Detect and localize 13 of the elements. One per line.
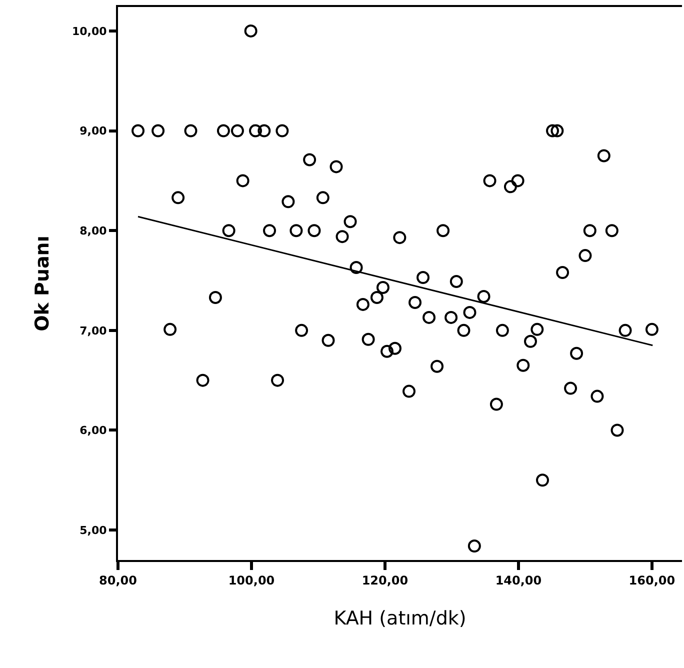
y-tick-label: 10,00 [72,24,108,38]
x-tick-label: 80,00 [99,573,137,588]
x-tick-label: 140,00 [495,573,542,588]
y-tick-label: 6,00 [80,424,108,438]
y-tick-label: 5,00 [80,524,108,537]
x-tick-label: 160,00 [628,573,676,588]
x-tick-label: 100,00 [228,573,275,588]
y-tick-label: 9,00 [80,124,108,138]
y-tick-label: 8,00 [80,224,108,238]
y-tick-label: 7,00 [80,324,108,338]
y-axis-title: Ok Puanı [31,236,54,332]
x-tick-label: 120,00 [362,573,408,588]
x-axis-title: KAH (atım/dk) [334,608,466,630]
